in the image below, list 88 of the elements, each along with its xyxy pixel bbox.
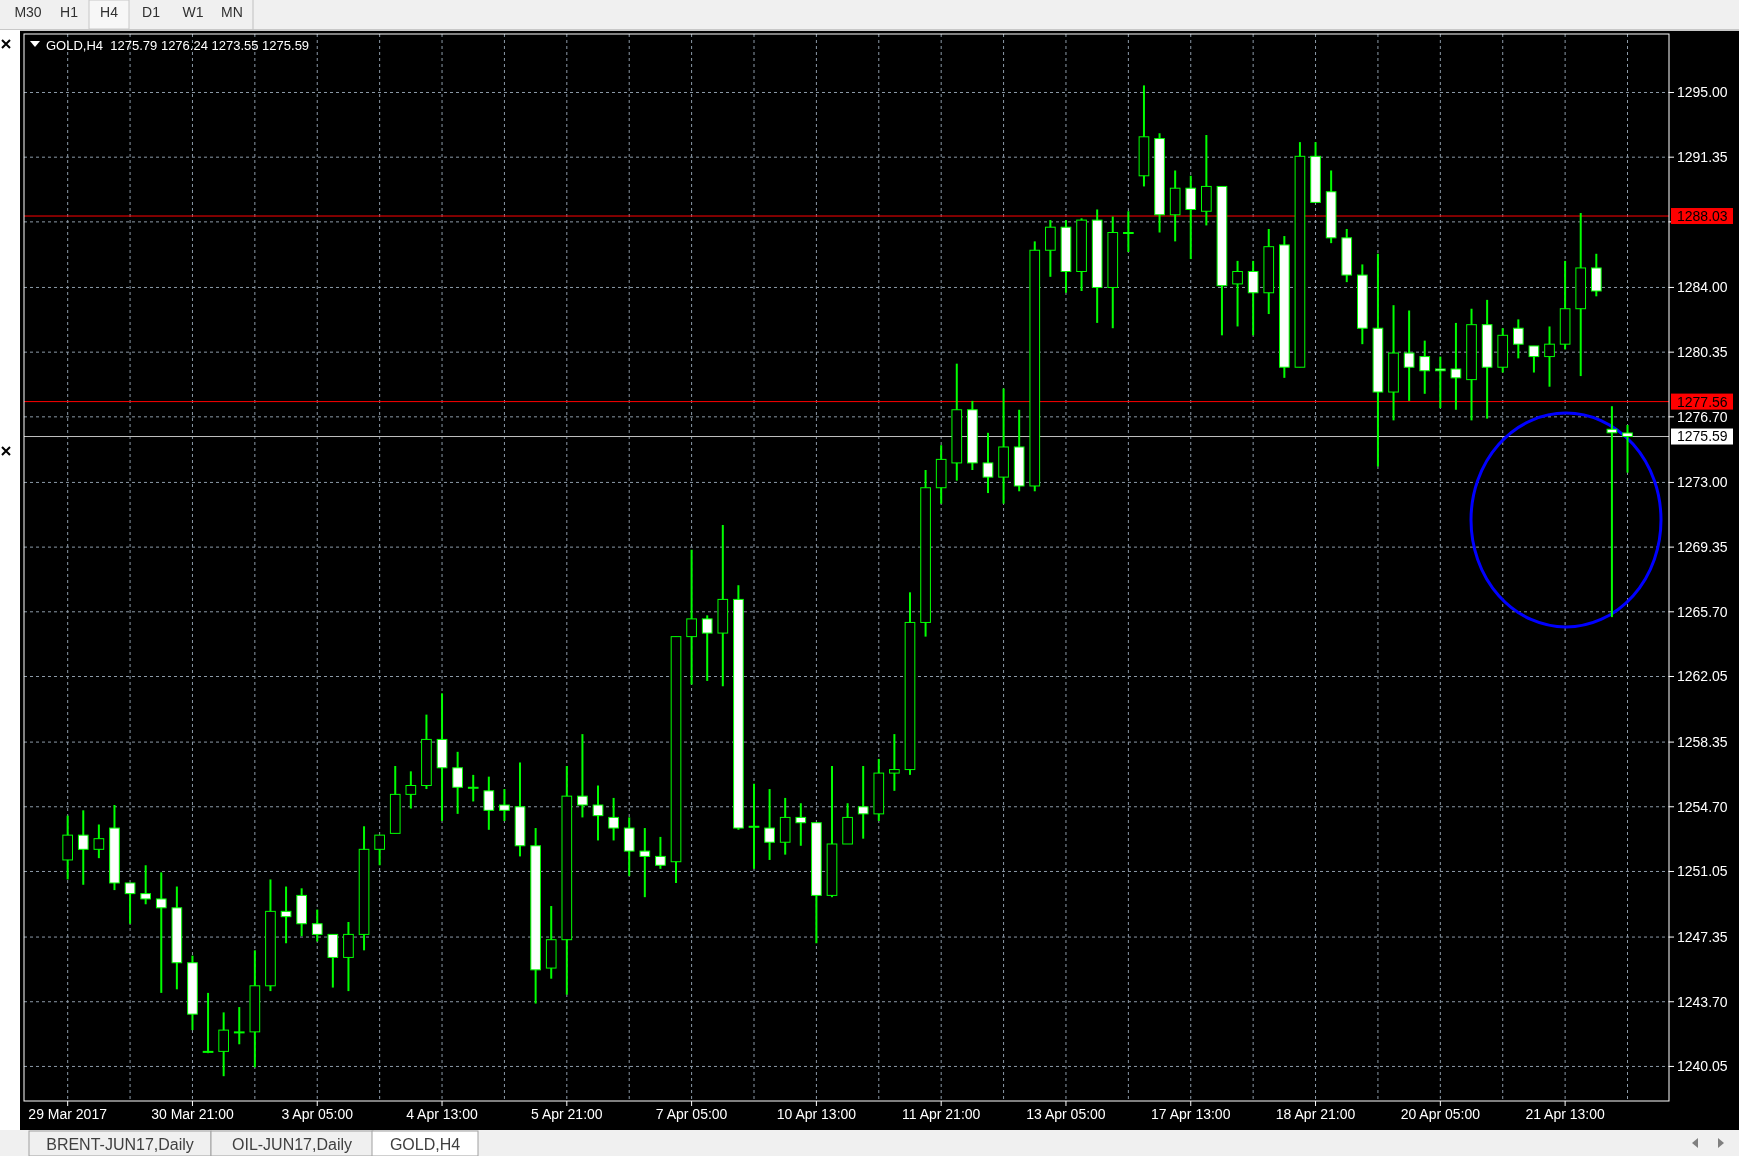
text: D1 <box>142 4 161 20</box>
x-tick-label: 30 Mar 21:00 <box>151 1106 234 1122</box>
x-tick-label: 17 Apr 13:00 <box>1151 1106 1231 1122</box>
ref-line-label: 1277.56 <box>1677 393 1728 410</box>
x-tick-label: 21 Apr 13:00 <box>1525 1106 1606 1122</box>
candlestick <box>982 431 994 495</box>
x-tick-label: 11 Apr 21:00 <box>901 1106 981 1122</box>
candlestick <box>592 784 604 842</box>
candlestick <box>623 816 635 877</box>
candlestick <box>701 614 713 682</box>
candlestick <box>608 796 619 842</box>
candlestick <box>1232 259 1243 328</box>
candlestick <box>1450 321 1462 411</box>
candlestick <box>155 871 167 994</box>
candlestick <box>1528 344 1540 374</box>
x-tick-label: 20 Apr 05:00 <box>1400 1106 1481 1122</box>
y-tick-label: 1273.00 <box>1677 474 1728 491</box>
candlestick <box>655 835 666 870</box>
y-tick-label: 1240.05 <box>1677 1058 1728 1075</box>
x-tick-label: 5 Apr 21:00 <box>531 1106 603 1122</box>
ref-line-label: 1288.03 <box>1677 207 1728 224</box>
ref-line-label: 1275.59 <box>1677 428 1728 445</box>
y-tick-label: 1269.35 <box>1677 539 1728 556</box>
candlestick <box>639 827 651 899</box>
candlestick <box>140 864 151 906</box>
candlestick <box>795 802 807 847</box>
candlestick <box>889 733 900 792</box>
candlestick <box>327 933 339 989</box>
x-tick-label: 7 Apr 05:00 <box>655 1106 728 1122</box>
candlestick <box>218 1011 229 1078</box>
x-tick-label: 4 Apr 13:00 <box>406 1106 479 1122</box>
text: M30 <box>14 4 42 20</box>
text: OIL-JUN17,Daily <box>231 1136 353 1153</box>
candlestick <box>1512 318 1524 360</box>
candlestick <box>1123 210 1134 254</box>
candlestick <box>1045 219 1056 278</box>
candlestick <box>1606 405 1618 619</box>
text: BRENT-JUN17,Daily <box>46 1136 194 1153</box>
y-tick-label: 1295.00 <box>1677 84 1728 101</box>
candlestick <box>1622 424 1633 474</box>
candlestick <box>1419 339 1431 395</box>
candlestick <box>1590 252 1602 298</box>
x-tick-label: 3 Apr 05:00 <box>281 1106 354 1122</box>
candlestick <box>202 991 214 1055</box>
text: H1 <box>60 4 79 20</box>
candlestick <box>483 775 495 831</box>
candlestick <box>748 782 760 870</box>
candlestick <box>93 823 105 860</box>
x-tick-label: 18 Apr 21:00 <box>1275 1106 1356 1122</box>
candlestick <box>77 809 89 886</box>
y-tick-label: 1265.70 <box>1677 603 1728 620</box>
candlestick <box>1185 174 1197 261</box>
y-tick-label: 1262.05 <box>1677 668 1728 685</box>
y-tick-label: 1280.35 <box>1677 344 1728 361</box>
y-tick-label: 1243.70 <box>1677 993 1728 1010</box>
candlestick <box>467 773 479 803</box>
candlestick <box>764 788 775 861</box>
y-tick-label: 1291.35 <box>1677 149 1728 166</box>
candlestick <box>1434 355 1446 409</box>
y-tick-label: 1247.35 <box>1677 928 1728 945</box>
y-tick-label: 1254.70 <box>1677 798 1728 815</box>
candlestick <box>452 750 463 815</box>
candlestick <box>374 834 385 867</box>
text: W1 <box>182 4 204 20</box>
candlestick <box>857 765 869 840</box>
text: GOLD,H4 <box>389 1136 461 1153</box>
candlestick <box>577 733 588 819</box>
candlestick <box>233 1006 245 1046</box>
text: H4 <box>100 4 119 20</box>
x-tick-label: 29 Mar 2017 <box>28 1106 108 1122</box>
chart-title: GOLD,H4 1275.79 1276.24 1273.55 1275.59 <box>46 38 310 53</box>
candlestick <box>1544 325 1555 388</box>
y-tick-label: 1276.70 <box>1677 408 1728 425</box>
candlestick <box>1247 259 1259 337</box>
candlestick <box>499 788 510 822</box>
candlestick <box>124 881 136 925</box>
candlestick <box>686 548 697 686</box>
x-tick-label: 10 Apr 13:00 <box>776 1106 857 1122</box>
candlestick <box>405 770 417 810</box>
y-tick-label: 1258.35 <box>1677 733 1728 750</box>
candlestick <box>311 908 323 943</box>
y-tick-label: 1251.05 <box>1677 863 1728 880</box>
x-tick-label: 13 Apr 05:00 <box>1026 1106 1106 1122</box>
candlestick <box>343 920 354 993</box>
candlestick <box>280 885 292 945</box>
candlestick <box>1403 309 1415 402</box>
text: MN <box>221 4 243 20</box>
y-tick-label: 1284.00 <box>1677 279 1728 296</box>
